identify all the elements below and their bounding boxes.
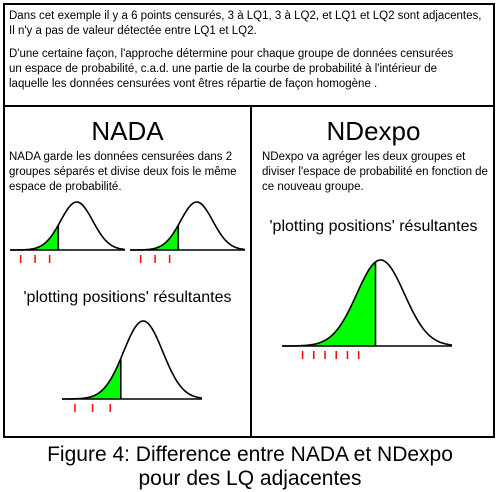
ndexpo-curve-result xyxy=(282,259,453,359)
horizontal-divider xyxy=(3,105,493,107)
intro-text: Dans cet exemple il y a 6 points censuré… xyxy=(9,9,489,100)
intro-line-4: un espace de probabilité, c.a.d. une par… xyxy=(9,63,437,75)
nada-desc-line-1: NADA garde les données censurées dans 2 xyxy=(9,151,233,163)
nada-description: NADA garde les données censurées dans 2 … xyxy=(9,150,249,195)
probability-curve xyxy=(130,201,246,251)
ndexpo-description: NDexpo va agréger les deux groupes et di… xyxy=(262,150,494,195)
figure-frame xyxy=(3,3,495,438)
nada-result-label: 'plotting positions' résultantes xyxy=(23,289,232,306)
probability-curve xyxy=(10,201,126,251)
nada-desc-line-2: groupes séparés et divise deux fois le m… xyxy=(9,166,237,178)
intro-line-5: laquelle les données censurées vont être… xyxy=(9,78,378,90)
intro-line-3: D'une certaine façon, l'approche détermi… xyxy=(9,48,454,60)
probability-curve xyxy=(282,259,453,347)
nada-title: NADA xyxy=(91,116,164,146)
intro-line-1: Dans cet exemple il y a 6 points censuré… xyxy=(9,10,482,22)
ndexpo-title: NDexpo xyxy=(326,116,421,146)
probability-space-fill xyxy=(10,225,59,250)
nada-curve-group-2 xyxy=(130,201,246,263)
ndexpo-desc-line-2: diviser l'espace de probabilité en fonct… xyxy=(262,166,488,178)
probability-curve xyxy=(62,320,203,400)
probability-space-fill xyxy=(282,262,376,346)
probability-space-fill xyxy=(130,225,179,250)
vertical-divider xyxy=(250,106,252,438)
nada-desc-line-3: espace de probabilité. xyxy=(9,181,122,193)
intro-line-2: Il n'y a pas de valeur détectée entre LQ… xyxy=(9,25,257,37)
ndexpo-result-label: 'plotting positions' résultantes xyxy=(269,218,478,235)
figure-caption-line-2: pour des LQ adjacentes xyxy=(138,467,362,490)
nada-curve-result xyxy=(62,320,203,412)
probability-space-fill xyxy=(62,360,121,399)
ndexpo-desc-line-3: ce nouveau groupe. xyxy=(262,181,364,193)
ndexpo-desc-line-1: NDexpo va agréger les deux groupes et xyxy=(262,151,466,163)
nada-curve-group-1 xyxy=(10,201,126,263)
figure-caption-line-1: Figure 4: Difference entre NADA et NDexp… xyxy=(47,443,453,466)
